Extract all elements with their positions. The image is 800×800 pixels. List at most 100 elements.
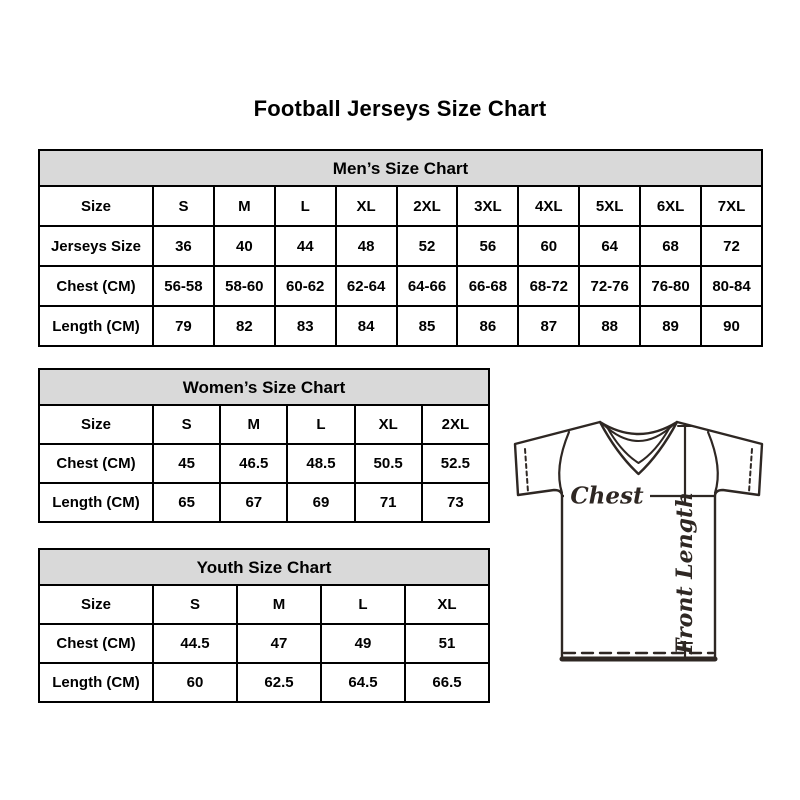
table-cell: 76-80 [639,265,703,307]
row-label-cell: Length (CM) [38,662,154,703]
youth-table-header: Youth Size Chart [38,548,490,586]
page-title: Football Jerseys Size Chart [253,96,547,121]
table-cell: M [212,185,276,227]
table-cell: M [219,404,289,445]
table-cell: 4XL [517,185,581,227]
table-cell: L [320,584,406,625]
table-cell: 60 [152,662,238,703]
table-cell: 7XL [700,185,763,227]
table-cell: 83 [273,305,337,347]
table-cell: 86 [456,305,520,347]
table-cell: 64-66 [395,265,459,307]
table-row: Length (CM) 65 67 69 71 73 [38,482,491,523]
front-length-label-bg [673,505,697,641]
table-row: Chest (CM) 45 46.5 48.5 50.5 52.5 [38,443,491,484]
table-cell: 67 [219,482,289,523]
table-cell: 6XL [639,185,703,227]
table-row: Length (CM) 60 62.5 64.5 66.5 [38,662,490,703]
table-row: Size S M L XL 2XL 3XL 4XL 5XL 6XL 7XL [38,185,763,227]
table-cell: 68 [639,225,703,267]
table-cell: M [236,584,322,625]
table-cell: 62-64 [334,265,398,307]
table-cell: 51 [404,623,490,664]
table-cell: 69 [286,482,356,523]
chest-label: Chest [570,483,644,510]
left-cuff-dashed-line [524,448,529,493]
table-cell: XL [353,404,423,445]
table-cell: 56 [456,225,520,267]
table-row: Chest (CM) 44.5 47 49 51 [38,623,490,664]
front-length-label: Front Length [672,492,698,655]
table-cell: 85 [395,305,459,347]
table-cell: 2XL [420,404,491,445]
row-label-cell: Size [38,404,154,445]
womens-size-chart: Women’s Size Chart Size S M L XL 2XL Chest (CM… [38,368,491,523]
table-row: Size S M L XL [38,584,490,625]
table-cell: 44 [273,225,337,267]
table-cell: S [152,185,215,227]
right-armhole-seam [706,430,719,495]
table-cell: 60-62 [273,265,337,307]
table-cell: 60 [517,225,581,267]
youth-size-chart: Youth Size Chart Size S M L XL Chest (CM) 44.5… [38,548,490,703]
table-cell: 52 [395,225,459,267]
row-label-cell: Chest (CM) [38,623,154,664]
table-cell: XL [334,185,398,227]
mens-table-header: Men’s Size Chart [38,149,763,187]
table-row: Size S M L XL 2XL [38,404,491,445]
table-cell: 48.5 [286,443,356,484]
table-cell: 73 [420,482,491,523]
right-cuff-dashed-line [748,448,753,493]
table-cell: 48 [334,225,398,267]
vneck-outer-line [598,420,679,476]
table-cell: 72 [700,225,763,267]
table-cell: 50.5 [353,443,423,484]
table-cell: 64 [578,225,642,267]
table-cell: 64.5 [320,662,406,703]
row-label-cell: Size [38,185,154,227]
table-cell: 88 [578,305,642,347]
row-label-cell: Size [38,584,154,625]
table-cell: 56-58 [152,265,215,307]
table-cell: 40 [212,225,276,267]
table-row: Chest (CM) 56-58 58-60 60-62 62-64 64-66 66-68… [38,265,763,307]
youth-table-grid: Size S M L XL Chest (CM) 44.5 47 49 51 Length (CM)… [38,584,490,703]
collar-inner-arc [603,424,674,442]
mens-size-chart: Men’s Size Chart Size S M L XL 2XL 3XL 4XL 5XL 6X… [38,149,763,347]
left-armhole-seam [558,430,571,495]
table-cell: S [151,404,222,445]
table-cell: S [152,584,238,625]
table-cell: 68-72 [517,265,581,307]
table-cell: 87 [517,305,581,347]
womens-table-grid: Size S M L XL 2XL Chest (CM) 45 46.5 48.5 50.5 52.5… [38,404,491,523]
vneck-inner-line [606,426,671,464]
table-cell: 80-84 [700,265,763,307]
table-cell: 36 [152,225,215,267]
table-cell: 46.5 [219,443,289,484]
table-cell: 44.5 [152,623,238,664]
table-cell: 45 [151,443,222,484]
mens-table-grid: Size S M L XL 2XL 3XL 4XL 5XL 6XL 7XL Jerseys Size 3… [38,185,763,347]
table-cell: 90 [700,305,763,347]
table-row: Jerseys Size 36 40 44 48 52 56 60 64 68 72 [38,225,763,267]
table-cell: 65 [151,482,222,523]
table-cell: 66-68 [456,265,520,307]
table-cell: 3XL [456,185,520,227]
table-cell: 52.5 [420,443,491,484]
row-label-cell: Length (CM) [38,482,154,523]
row-label-cell: Chest (CM) [38,265,154,307]
table-cell: 47 [236,623,322,664]
table-cell: 72-76 [578,265,642,307]
row-label-cell: Jerseys Size [38,225,154,267]
womens-table-header: Women’s Size Chart [38,368,490,406]
row-label-cell: Length (CM) [38,305,154,347]
table-cell: 84 [334,305,398,347]
jersey-measurement-diagram: Chest Front Length [513,420,764,662]
jersey-outline [513,420,764,662]
table-cell: 66.5 [404,662,490,703]
chest-label-bg [564,484,650,508]
table-row: Length (CM) 79 82 83 84 85 86 87 88 89 90 [38,305,763,347]
table-cell: 58-60 [212,265,276,307]
table-cell: 49 [320,623,406,664]
table-cell: L [286,404,356,445]
